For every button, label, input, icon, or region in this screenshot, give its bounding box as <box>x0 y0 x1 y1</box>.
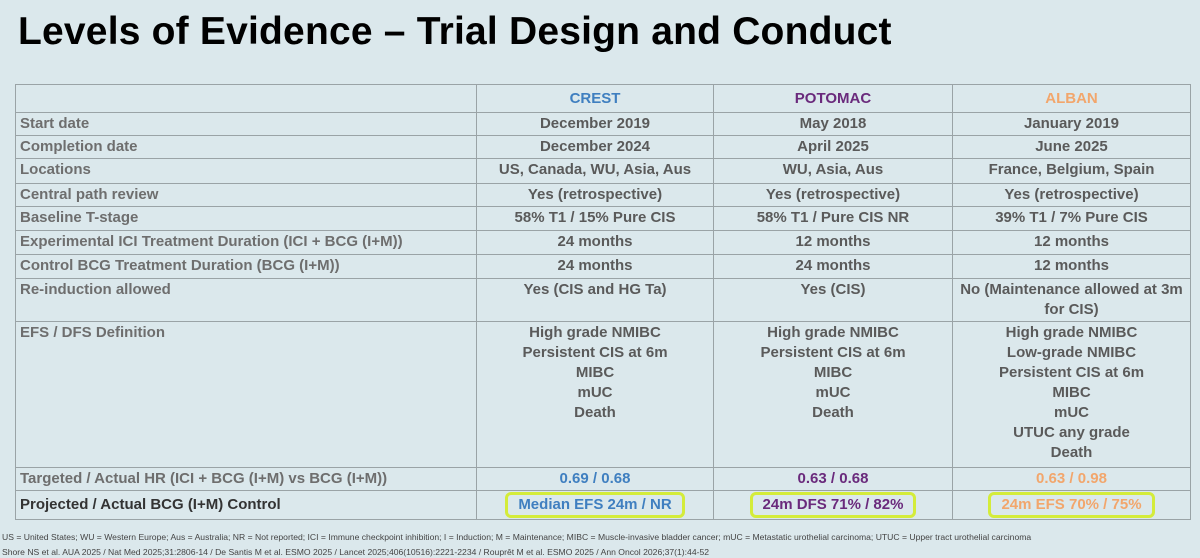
table-row: Targeted / Actual HR (ICI + BCG (I+M) vs… <box>15 467 1191 491</box>
row-label: Central path review <box>15 183 477 207</box>
cell-line: Death <box>1050 444 1093 461</box>
cell-line: Persistent CIS at 6m <box>998 364 1145 381</box>
table-row: Control BCG Treatment Duration (BCG (I+M… <box>15 254 1191 279</box>
row-label: Baseline T-stage <box>15 206 477 231</box>
cell-line: Persistent CIS at 6m <box>522 344 668 361</box>
table-cell: 24 months <box>476 230 714 255</box>
table-cell: No (Maintenance allowed at 3m for CIS) <box>952 278 1191 322</box>
column-header: CREST <box>476 84 714 113</box>
cell-line: UTUC any grade <box>1013 424 1130 441</box>
row-label: Locations <box>15 158 477 184</box>
table-cell: 58% T1 / Pure CIS NR <box>713 206 953 231</box>
table-cell: US, Canada, WU, Asia, Aus <box>476 158 714 184</box>
row-label: Targeted / Actual HR (ICI + BCG (I+M) vs… <box>15 467 477 491</box>
cell-line: mUC <box>1053 404 1089 421</box>
cell-line: Low-grade NMIBC <box>1006 344 1137 361</box>
cell-line: High grade NMIBC <box>1005 324 1138 341</box>
cell-line: MIBC <box>1052 384 1091 401</box>
table-row: Experimental ICI Treatment Duration (ICI… <box>15 230 1191 255</box>
table-cell: Yes (CIS) <box>713 278 953 322</box>
cell-line: Death <box>574 404 616 421</box>
table-cell: Median EFS 24m / NR <box>476 490 714 520</box>
table-cell: June 2025 <box>952 135 1191 159</box>
table-cell: Yes (retrospective) <box>713 183 953 207</box>
column-header: POTOMAC <box>713 84 953 113</box>
table-cell: 12 months <box>952 254 1191 279</box>
header-cell <box>15 84 477 113</box>
row-label: EFS / DFS Definition <box>15 321 477 468</box>
table-cell: 39% T1 / 7% Pure CIS <box>952 206 1191 231</box>
table-cell: Yes (CIS and HG Ta) <box>476 278 714 322</box>
comparison-table: CREST POTOMAC ALBAN Start date December 2019… <box>15 84 1191 520</box>
footnote: US = United States; WU = Western Europe;… <box>2 532 1032 542</box>
table-row: Completion date December 2024 April 2025 Ju… <box>15 135 1191 159</box>
cell-line: Persistent CIS at 6m <box>760 344 906 361</box>
table-cell: Yes (retrospective) <box>476 183 714 207</box>
highlighted-value: Median EFS 24m / NR <box>505 492 685 518</box>
table-cell: 58% T1 / 15% Pure CIS <box>476 206 714 231</box>
row-label: Completion date <box>15 135 477 159</box>
cell-line: High grade NMIBC <box>529 324 661 341</box>
table-cell: Yes (retrospective) <box>952 183 1191 207</box>
table-cell: December 2019 <box>476 112 714 136</box>
table-cell: May 2018 <box>713 112 953 136</box>
table-cell: December 2024 <box>476 135 714 159</box>
table-cell: High grade NMIBC Persistent CIS at 6m MIBC… <box>476 321 714 468</box>
table-row: Locations US, Canada, WU, Asia, Aus WU, As… <box>15 158 1191 184</box>
cell-line: mUC <box>815 384 851 401</box>
table-cell: 0.63 / 0.98 <box>952 467 1191 491</box>
footnote: Shore NS et al. AUA 2025 / Nat Med 2025;… <box>2 547 710 557</box>
table-cell: 24 months <box>476 254 714 279</box>
table-cell: 24m DFS 71% / 82% <box>713 490 953 520</box>
table-cell: April 2025 <box>713 135 953 159</box>
highlighted-value: 24m EFS 70% / 75% <box>988 492 1155 518</box>
row-label: Re-induction allowed <box>15 278 477 322</box>
row-label: Experimental ICI Treatment Duration (ICI… <box>15 230 477 255</box>
table-row: Central path review Yes (retrospective) Ye… <box>15 183 1191 207</box>
cell-line: mUC <box>577 384 613 401</box>
cell-line: Death <box>812 404 854 421</box>
table-cell: France, Belgium, Spain <box>952 158 1191 184</box>
table-row: Re-induction allowed Yes (CIS and HG Ta) Y… <box>15 278 1191 322</box>
table-cell: 24 months <box>713 254 953 279</box>
row-label: Control BCG Treatment Duration (BCG (I+M… <box>15 254 477 279</box>
table-cell: 12 months <box>952 230 1191 255</box>
cell-line: MIBC <box>575 364 615 381</box>
slide-title: Levels of Evidence – Trial Design and Co… <box>18 10 892 53</box>
row-label: Projected / Actual BCG (I+M) Control <box>15 490 477 520</box>
row-label: Start date <box>15 112 477 136</box>
table-row: Projected / Actual BCG (I+M) Control Medi… <box>15 490 1191 520</box>
table-row: Start date December 2019 May 2018 January 2… <box>15 112 1191 136</box>
table-row: EFS / DFS Definition High grade NMIBC Pers… <box>15 321 1191 468</box>
table-cell: 12 months <box>713 230 953 255</box>
header-row: CREST POTOMAC ALBAN <box>15 84 1191 113</box>
table-cell: 24m EFS 70% / 75% <box>952 490 1191 520</box>
table-cell: WU, Asia, Aus <box>713 158 953 184</box>
highlighted-value: 24m DFS 71% / 82% <box>749 492 917 518</box>
table-cell: 0.69 / 0.68 <box>476 467 714 491</box>
table-cell: January 2019 <box>952 112 1191 136</box>
table-cell: High grade NMIBC Low-grade NMIBC Persisten… <box>952 321 1191 468</box>
table-cell: High grade NMIBC Persistent CIS at 6m MIBC… <box>713 321 953 468</box>
cell-line: MIBC <box>813 364 853 381</box>
table-row: Baseline T-stage 58% T1 / 15% Pure CIS 58%… <box>15 206 1191 231</box>
cell-line: High grade NMIBC <box>767 324 899 341</box>
column-header: ALBAN <box>952 84 1191 113</box>
table-cell: 0.63 / 0.68 <box>713 467 953 491</box>
